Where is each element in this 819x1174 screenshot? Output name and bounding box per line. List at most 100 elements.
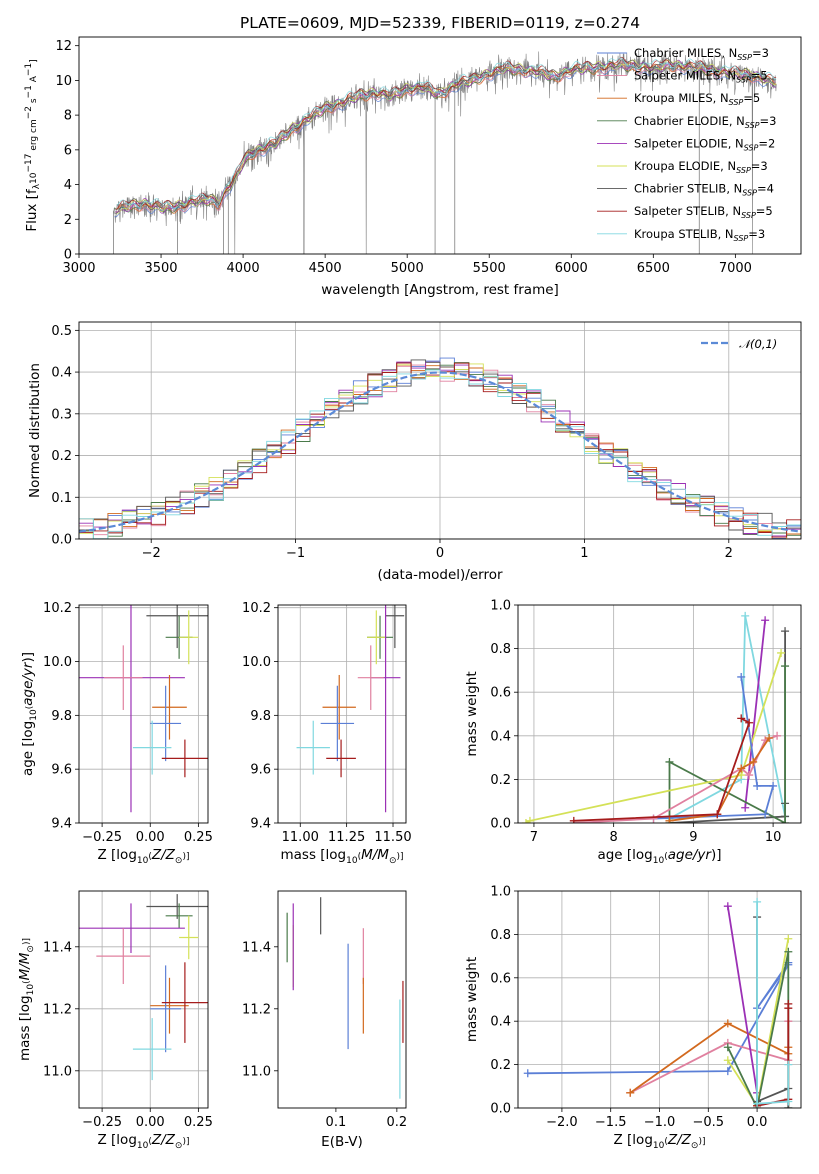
weight-point-marker	[777, 648, 786, 657]
weight_vs_age-xtick-label: 7	[530, 830, 538, 845]
weight-point-marker	[745, 771, 754, 780]
weight_vs_Z-frame	[517, 890, 802, 1109]
weight-point-marker	[723, 1056, 732, 1065]
spectrum-ytick-label: 10	[55, 74, 72, 89]
age_vs_mass-xtick-label: 11.00	[282, 830, 319, 845]
weight-point-marker	[723, 1043, 732, 1052]
weight-vs-Z-xlabel: Z [log10(Z/Z⊙)]	[614, 1132, 706, 1151]
weight-point-marker	[761, 616, 770, 625]
mass_vs_Z-frame	[78, 890, 209, 1109]
weight-point-marker	[753, 781, 762, 790]
weight-vs-age-xlabel: age [log10(age/yr)]	[597, 847, 721, 866]
spectrum-xtick-label: 4500	[309, 261, 342, 276]
residuals-ytick-label: 0.5	[51, 324, 72, 339]
legend-entry-label: 𝒩(0,1)	[739, 337, 777, 351]
age_vs_Z-ytick-label: 9.6	[51, 763, 72, 778]
spectrum-ytick-label: 4	[64, 178, 72, 193]
age_vs_mass-ytick-label: 9.6	[250, 763, 271, 778]
weight_vs_Z-xtick-label: −2.0	[546, 1115, 578, 1130]
weight_vs_age-xtick-label: 9	[689, 830, 697, 845]
legend-entry-label: Kroupa STELIB, NSSP=3	[634, 227, 765, 243]
residuals-ytick-label: 0.2	[51, 449, 72, 464]
weight-point-marker	[784, 947, 793, 956]
residuals-ylabel: Normed distribution	[27, 363, 43, 498]
weight_vs_Z-ytick-label: 0.6	[490, 971, 511, 986]
weight-point-marker	[741, 803, 750, 812]
mass_vs_Z-xtick-label: 0.00	[136, 1115, 165, 1130]
spectrum-frame	[78, 36, 802, 255]
weight-vs-age-panel: 7 8 9 10 0.0 0.2 0.4 0.6 0.8 1.0 mass weight age [l…	[464, 599, 802, 866]
weight-series-line	[525, 652, 782, 823]
weight-point-marker	[723, 902, 732, 911]
spectrum-ytick-label: 2	[64, 213, 72, 228]
mass_vs_EBV-xtick-label: 0.2	[387, 1115, 408, 1130]
weight_vs_age-plot-area	[518, 605, 801, 823]
age_vs_mass-xtick-label: 11.25	[328, 830, 365, 845]
weight_vs_age-xtick-label: 10	[765, 830, 782, 845]
mass_vs_Z-plot-area	[79, 891, 208, 1108]
weight-point-marker	[784, 1060, 793, 1069]
age-vs-metallicity-panel: −0.25 0.00 0.25 9.4 9.6 9.8 10.0 10.2 Z [log10(Z…	[20, 601, 213, 866]
age_vs_mass-ytick-label: 10.2	[242, 601, 271, 616]
age_vs_Z-frame	[78, 604, 209, 824]
weight_vs_age-frame	[517, 604, 802, 824]
mass_vs_Z-ytick-label: 11.0	[43, 1064, 72, 1079]
weight-point-marker	[784, 1097, 793, 1106]
weight_vs_Z-xtick-label: −1.0	[644, 1115, 676, 1130]
weight_vs_Z-ylabel: mass weight	[464, 957, 480, 1042]
weight-point-marker	[784, 1004, 793, 1013]
mass_vs_Z-ytick-label: 11.4	[43, 940, 72, 955]
legend-entry-label: Chabrier STELIB, NSSP=4	[634, 182, 774, 198]
weight_vs_Z-xtick-label: −0.5	[693, 1115, 725, 1130]
age-vs-Z-xlabel: Z [log10(Z/Z⊙)]	[98, 847, 190, 866]
age_vs_Z-ytick-label: 9.4	[51, 817, 72, 832]
legend-entry-label: Kroupa MILES, NSSP=5	[634, 91, 760, 107]
weight_vs_Z-plot-area	[518, 891, 801, 1108]
weight_vs_age-ylabel: mass weight	[464, 671, 480, 756]
age-vs-mass-panel: 11.00 11.25 11.50 9.4 9.6 9.8 10.0 10.2 mass [lo…	[242, 601, 412, 866]
residuals-plot-area	[79, 322, 801, 539]
mass-vs-ebv-xlabel: E(B-V)	[321, 1134, 363, 1150]
weight-point-marker	[765, 733, 774, 742]
weight-series-line	[744, 620, 766, 808]
weight_vs_age-ytick-label: 0.0	[490, 817, 511, 832]
residuals-xtick-label: 1	[580, 546, 588, 561]
legend-entry-label: Salpeter MILES, NSSP=5	[634, 69, 768, 85]
weight-series-line	[756, 901, 790, 1105]
residuals-panel: −2 −1 0 1 2 0.0 0.1 0.2 0.3 0.4 0.5 𝒩(0,1) (data-mod…	[27, 321, 802, 583]
spectrum-xtick-label: 3000	[62, 261, 95, 276]
weight-series-line	[573, 717, 751, 822]
legend-entry-label: Salpeter ELODIE, NSSP=2	[634, 136, 775, 152]
spectrum-model-line	[116, 59, 777, 215]
weight-point-marker	[753, 1099, 762, 1108]
spectrum-ylabel: Flux [fλ10−17 erg cm−2 s−1 A−1]	[24, 59, 42, 231]
mass_vs_EBV-ytick-label: 11.0	[242, 1064, 271, 1079]
figure-title: PLATE=0609, MJD=52339, FIBERID=0119, z=0…	[240, 14, 640, 32]
residuals-ytick-label: 0.1	[51, 491, 72, 506]
age_vs_Z-ytick-label: 10.2	[43, 601, 72, 616]
weight-series-line	[668, 666, 786, 823]
spectrum-ytick-label: 0	[64, 248, 72, 263]
weight-point-marker	[737, 764, 746, 773]
weight_vs_age-ytick-label: 1.0	[490, 599, 511, 614]
weight-point-marker	[773, 731, 782, 740]
age_vs_Z-xtick-label: 0.00	[136, 830, 165, 845]
weight-vs-metallicity-panel: −2.0 −1.5 −1.0 −0.5 0.0 0.0 0.2 0.4 0.6 0.8 1.0 mas…	[464, 885, 802, 1151]
spectrum-model-line	[115, 59, 777, 214]
age_vs_mass-frame	[277, 604, 407, 824]
legend-entry-label: Kroupa ELODIE, NSSP=3	[634, 159, 768, 175]
weight_vs_age-ytick-label: 0.4	[490, 729, 511, 744]
mass_vs_Z-xtick-label: 0.25	[184, 1115, 213, 1130]
spectrum-model-line	[114, 62, 777, 218]
mass_vs_EBV-frame	[277, 890, 407, 1109]
weight-point-marker	[649, 814, 658, 823]
spectrum-ytick-label: 6	[64, 143, 72, 158]
spectrum-ytick-label: 8	[64, 109, 72, 124]
residuals-xtick-label: 2	[725, 546, 733, 561]
residuals-ytick-label: 0.3	[51, 407, 72, 422]
legend-entry-label: Chabrier ELODIE, NSSP=3	[634, 114, 776, 130]
residuals-ytick-label: 0.4	[51, 366, 72, 381]
legend-entry-label: Chabrier MILES, NSSP=3	[634, 46, 769, 62]
mass-vs-Z-ylabel: mass [log10(M/M⊙)]	[17, 938, 36, 1061]
